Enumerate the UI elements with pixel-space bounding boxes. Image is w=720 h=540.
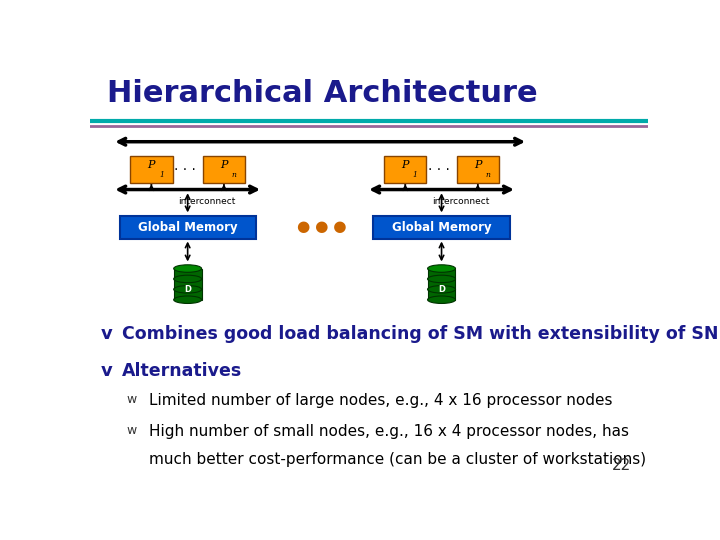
Polygon shape bbox=[428, 279, 456, 289]
Text: · · ·: · · · bbox=[428, 163, 450, 177]
Polygon shape bbox=[428, 289, 456, 300]
Text: 1: 1 bbox=[413, 171, 418, 179]
Text: 22: 22 bbox=[612, 458, 631, 473]
Text: P: P bbox=[474, 160, 482, 171]
FancyBboxPatch shape bbox=[374, 216, 510, 239]
Text: w: w bbox=[126, 393, 137, 406]
FancyBboxPatch shape bbox=[456, 156, 499, 183]
Text: D: D bbox=[438, 285, 445, 294]
Ellipse shape bbox=[428, 296, 456, 303]
Text: interconnect: interconnect bbox=[433, 197, 490, 206]
Text: Global Memory: Global Memory bbox=[138, 221, 238, 234]
Text: · · ·: · · · bbox=[174, 163, 196, 177]
Ellipse shape bbox=[174, 286, 202, 293]
Text: P: P bbox=[220, 160, 228, 171]
Text: v: v bbox=[101, 362, 113, 380]
FancyBboxPatch shape bbox=[203, 156, 245, 183]
Polygon shape bbox=[174, 268, 202, 279]
Text: interconnect: interconnect bbox=[179, 197, 236, 206]
Ellipse shape bbox=[174, 265, 202, 272]
Text: High number of small nodes, e.g., 16 x 4 processor nodes, has: High number of small nodes, e.g., 16 x 4… bbox=[148, 424, 629, 440]
Text: Limited number of large nodes, e.g., 4 x 16 processor nodes: Limited number of large nodes, e.g., 4 x… bbox=[148, 393, 612, 408]
Text: P: P bbox=[402, 160, 409, 171]
Text: ● ● ●: ● ● ● bbox=[297, 219, 346, 234]
Text: P: P bbox=[148, 160, 155, 171]
Text: v: v bbox=[101, 325, 113, 343]
FancyBboxPatch shape bbox=[130, 156, 173, 183]
FancyBboxPatch shape bbox=[120, 216, 256, 239]
Text: Combines good load balancing of SM with extensibility of SN: Combines good load balancing of SM with … bbox=[122, 325, 719, 343]
FancyBboxPatch shape bbox=[384, 156, 426, 183]
Ellipse shape bbox=[174, 296, 202, 303]
Ellipse shape bbox=[174, 275, 202, 282]
Ellipse shape bbox=[428, 286, 456, 293]
Text: Alternatives: Alternatives bbox=[122, 362, 243, 380]
Text: w: w bbox=[126, 424, 137, 437]
Text: n: n bbox=[232, 171, 236, 179]
Text: Global Memory: Global Memory bbox=[392, 221, 491, 234]
Text: much better cost-performance (can be a cluster of workstations): much better cost-performance (can be a c… bbox=[148, 453, 646, 467]
Ellipse shape bbox=[428, 265, 456, 272]
Polygon shape bbox=[174, 279, 202, 289]
Text: 1: 1 bbox=[159, 171, 164, 179]
Polygon shape bbox=[428, 268, 456, 279]
Text: n: n bbox=[485, 171, 490, 179]
Text: Hierarchical Architecture: Hierarchical Architecture bbox=[107, 79, 537, 109]
Text: D: D bbox=[184, 285, 191, 294]
Polygon shape bbox=[174, 289, 202, 300]
Ellipse shape bbox=[428, 275, 456, 282]
